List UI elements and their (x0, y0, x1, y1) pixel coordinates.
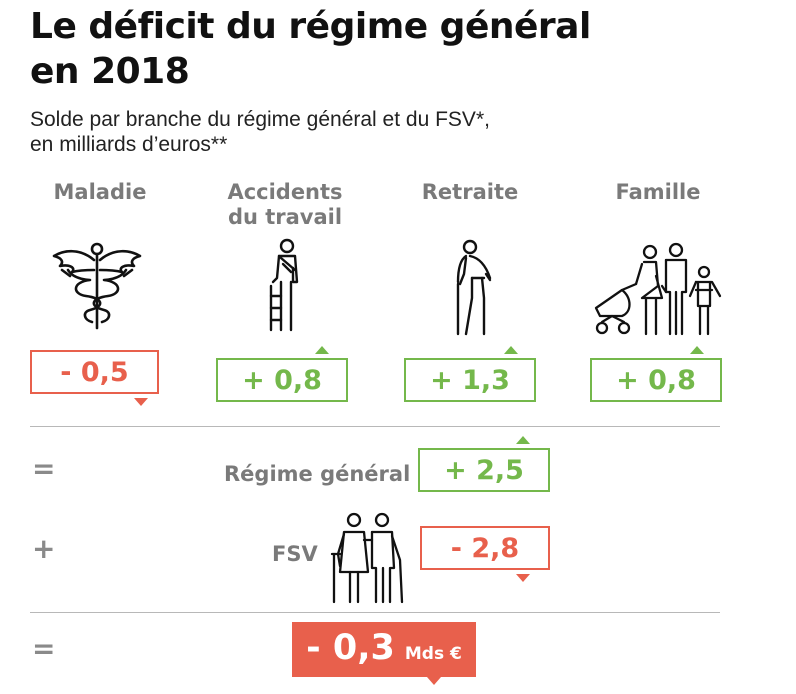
branch-name-line-2: du travail (227, 205, 343, 229)
divider (30, 612, 720, 613)
fsv-label: FSV (272, 542, 318, 566)
elderly-couple-icon (330, 512, 404, 604)
up-arrow-marker (315, 346, 329, 354)
injured-worker-icon (269, 238, 299, 332)
total-box: - 0,3 Mds € (292, 622, 476, 677)
value-retraite: + 1,3 (430, 364, 510, 396)
branch-label-famille: Famille (588, 180, 728, 205)
value-maladie: - 0,5 (60, 356, 129, 388)
down-arrow-marker (134, 398, 148, 406)
value-box-accidents: + 0,8 (216, 358, 348, 402)
divider (30, 426, 720, 427)
family-icon (594, 242, 722, 336)
up-arrow-marker (504, 346, 518, 354)
value-accidents: + 0,8 (242, 364, 322, 396)
branch-name: Maladie (53, 180, 147, 204)
up-arrow-marker (516, 436, 530, 444)
value-box-famille: + 0,8 (590, 358, 722, 402)
total-unit: Mds € (404, 644, 462, 664)
value-regime-general: + 2,5 (444, 454, 524, 486)
value-box-regime-general: + 2,5 (418, 448, 550, 492)
branch-label-accidents: Accidents du travail (210, 180, 360, 230)
subtitle-line-1: Solde par branche du régime général et d… (30, 108, 490, 131)
equals-operator: = (32, 452, 56, 485)
branch-label-retraite: Retraite (400, 180, 540, 205)
up-arrow-marker (690, 346, 704, 354)
subtitle: Solde par branche du régime général et d… (30, 107, 490, 157)
caduceus-icon (52, 242, 142, 330)
elderly-man-icon (456, 239, 492, 336)
value-box-retraite: + 1,3 (404, 358, 536, 402)
value-famille: + 0,8 (616, 364, 696, 396)
total-value: - 0,3 (306, 628, 395, 668)
down-arrow-marker (516, 574, 530, 582)
down-arrow-marker (427, 677, 441, 685)
value-box-maladie: - 0,5 (30, 350, 159, 394)
plus-operator: + (32, 532, 56, 565)
value-fsv: - 2,8 (450, 532, 520, 564)
branch-name: Famille (615, 180, 701, 204)
subtitle-line-2: en milliards d’euros** (30, 133, 228, 156)
title-line-1: Le déficit du régime général (30, 6, 591, 47)
title-line-2: en 2018 (30, 51, 190, 92)
branch-name: Accidents (227, 180, 343, 204)
regime-general-label: Régime général (224, 462, 411, 486)
value-box-fsv: - 2,8 (420, 526, 550, 570)
equals-operator: = (32, 632, 56, 665)
page-title: Le déficit du régime général en 2018 (30, 4, 591, 94)
branch-label-maladie: Maladie (30, 180, 170, 205)
branch-name: Retraite (421, 180, 519, 204)
